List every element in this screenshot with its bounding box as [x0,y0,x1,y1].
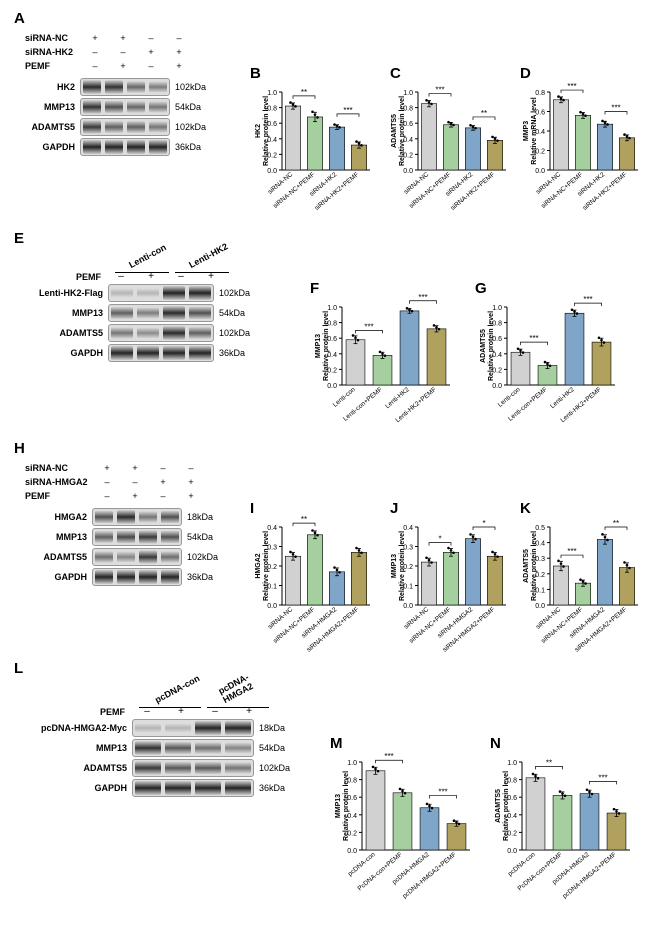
blot-row-GAPDH: GAPDH36kDa [20,344,250,362]
svg-text:HK2: HK2 [255,124,262,138]
svg-text:Lenti-HK2: Lenti-HK2 [384,386,411,410]
svg-text:ADAMTS5: ADAMTS5 [480,329,487,363]
svg-text:1.0: 1.0 [403,90,413,97]
panel-label-A: A [14,10,25,27]
svg-text:**: ** [481,109,487,118]
svg-text:***: *** [343,106,352,115]
svg-text:**: ** [613,519,619,528]
svg-text:Relative mRNA level: Relative mRNA level [531,97,538,164]
svg-text:*: * [438,535,441,544]
blot-H: siRNA-NC++––siRNA-HMGA2––++PEMF–+–+ HMGA… [20,460,218,588]
chart: 0.00.10.20.30.4MMP13Relative protein lev… [388,515,508,658]
chart: 0.00.20.40.60.8MMP3Relative mRNA levelsi… [520,80,640,223]
svg-text:0.0: 0.0 [507,848,517,855]
svg-text:ADAMTS5: ADAMTS5 [523,549,530,583]
svg-text:1.0: 1.0 [327,305,337,312]
blot-row-ADAMTS5: ADAMTS5102kDa [20,759,290,777]
svg-text:***: *** [598,773,607,782]
svg-text:ADAMTS5: ADAMTS5 [495,789,502,823]
chart: 0.00.20.40.60.81.0ADAMTS5Relative protei… [388,80,508,223]
svg-text:0.0: 0.0 [535,168,545,175]
svg-text:Relative protein level: Relative protein level [531,531,538,601]
svg-text:**: ** [546,758,552,767]
blot-E: Lenti-conLenti-HK2PEMF–+–+ Lenti-HK2-Fla… [20,245,250,364]
svg-text:0.5: 0.5 [535,525,545,532]
blot-L: pcDNA-conpcDNA-HMGA2PEMF–+–+ pcDNA-HMGA2… [20,680,290,799]
svg-text:pcDNA-HMGA2+PEMF: pcDNA-HMGA2+PEMF [561,851,617,900]
svg-text:***: *** [364,322,373,331]
svg-text:MMP13: MMP13 [315,334,322,358]
chart: 0.00.20.40.60.81.0ADAMTS5Relative protei… [492,750,632,903]
blot-row-GAPDH: GAPDH36kDa [20,568,218,586]
svg-text:**: ** [301,515,307,524]
svg-text:0.0: 0.0 [403,168,413,175]
chart: 0.00.20.40.60.81.0MMP13Relative protein … [332,750,472,903]
svg-text:Relative protein level: Relative protein level [263,531,270,601]
blot-row-Lenti-HK2-Flag: Lenti-HK2-Flag102kDa [20,284,250,302]
svg-text:0.0: 0.0 [327,383,337,390]
svg-text:1.0: 1.0 [347,760,357,767]
svg-text:pcDNA-HMGA2+PEMF: pcDNA-HMGA2+PEMF [401,851,457,900]
chart: 0.00.20.40.60.81.0ADAMTS5Relative protei… [477,295,617,438]
svg-text:0.4: 0.4 [403,525,413,532]
blot-A: siRNA-NC++––siRNA-HK2––++PEMF–+–+ HK2102… [20,30,206,158]
blot-row-MMP13: MMP1354kDa [20,98,206,116]
svg-text:***: *** [567,547,576,556]
panel-label-H: H [14,440,25,457]
svg-text:***: *** [529,334,538,343]
svg-text:*: * [482,519,485,528]
svg-text:Lenti-HK2: Lenti-HK2 [549,386,576,410]
svg-text:0.0: 0.0 [535,603,545,610]
svg-text:0.0: 0.0 [267,168,277,175]
blot-row-GAPDH: GAPDH36kDa [20,779,290,797]
chart: 0.00.20.40.60.81.0MMP13Relative protein … [312,295,452,438]
svg-text:MMP13: MMP13 [335,794,342,818]
blot-row-HMGA2: HMGA218kDa [20,508,218,526]
svg-text:1.0: 1.0 [492,305,502,312]
svg-text:***: *** [435,86,444,95]
svg-text:1.0: 1.0 [507,760,517,767]
chart: 0.00.10.20.30.4HMGA2Relative protein lev… [252,515,372,658]
panel-label-L: L [14,660,23,677]
blot-row-pcDNA-HMGA2-Myc: pcDNA-HMGA2-Myc18kDa [20,719,290,737]
svg-text:Relative protein level: Relative protein level [263,96,270,166]
svg-text:MMP13: MMP13 [391,554,398,578]
blot-row-GAPDH: GAPDH36kDa [20,138,206,156]
svg-text:***: *** [438,787,447,796]
svg-text:***: *** [583,295,592,304]
svg-text:***: *** [384,752,393,761]
blot-row-ADAMTS5: ADAMTS5102kDa [20,324,250,342]
svg-text:0.0: 0.0 [267,603,277,610]
chart: 0.00.10.20.30.40.5ADAMTS5Relative protei… [520,515,640,658]
svg-text:Relative protein level: Relative protein level [488,311,495,381]
blot-row-ADAMTS5: ADAMTS5102kDa [20,118,206,136]
svg-text:1.0: 1.0 [267,90,277,97]
svg-text:**: ** [301,88,307,97]
svg-text:0.0: 0.0 [492,383,502,390]
svg-text:***: *** [611,104,620,113]
blot-row-MMP13: MMP1354kDa [20,528,218,546]
svg-text:0.0: 0.0 [347,848,357,855]
blot-row-MMP13: MMP1354kDa [20,304,250,322]
blot-row-ADAMTS5: ADAMTS5102kDa [20,548,218,566]
svg-text:ADAMTS5: ADAMTS5 [391,114,398,148]
svg-text:Relative protein level: Relative protein level [399,531,406,601]
svg-text:MMP3: MMP3 [523,121,530,141]
svg-text:Relative protein level: Relative protein level [399,96,406,166]
svg-text:Relative protein level: Relative protein level [503,771,510,841]
chart: 0.00.20.40.60.81.0HK2Relative protein le… [252,80,372,223]
svg-text:***: *** [567,82,576,91]
svg-text:***: *** [418,293,427,302]
svg-text:0.0: 0.0 [403,603,413,610]
svg-text:HMGA2: HMGA2 [255,553,262,578]
svg-text:Relative protein level: Relative protein level [323,311,330,381]
svg-text:Relative protein level: Relative protein level [343,771,350,841]
blot-row-HK2: HK2102kDa [20,78,206,96]
blot-row-MMP13: MMP1354kDa [20,739,290,757]
svg-text:0.4: 0.4 [267,525,277,532]
svg-text:0.8: 0.8 [535,90,545,97]
